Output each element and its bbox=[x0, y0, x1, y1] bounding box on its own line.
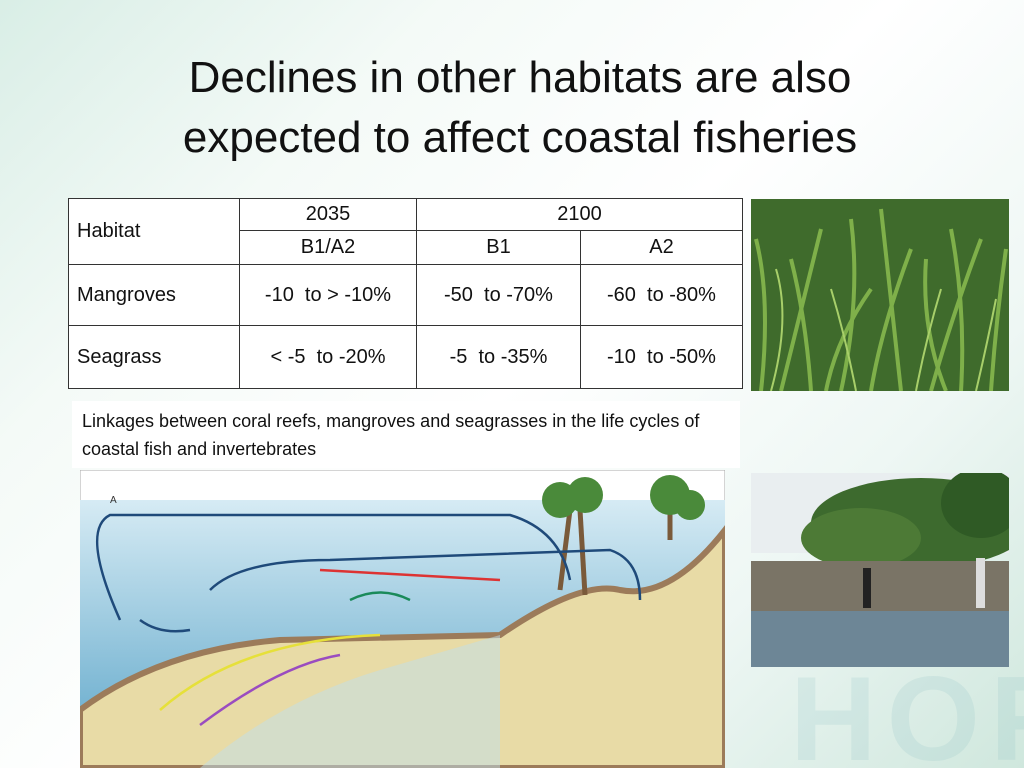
header-cell: B1/A2 bbox=[239, 230, 417, 265]
cell: -10 to -50% bbox=[580, 325, 743, 389]
header-cell: 2100 bbox=[416, 198, 743, 231]
cell: -5 to -35% bbox=[416, 325, 581, 389]
header-cell: Habitat bbox=[68, 198, 240, 265]
title-line: Declines in other habitats are also bbox=[188, 53, 852, 102]
title-line: expected to affect coastal fisheries bbox=[182, 113, 858, 162]
table-row: Seagrass < -5 to -20% -5 to -35% -10 to … bbox=[68, 325, 743, 389]
watermark: HOF bbox=[790, 652, 1024, 768]
cell: -60 to -80% bbox=[580, 264, 743, 326]
cell: -50 to -70% bbox=[416, 264, 581, 326]
header-cell: 2035 bbox=[239, 198, 417, 231]
table-row: Mangroves -10 to > -10% -50 to -70% -60 … bbox=[68, 264, 743, 326]
header-cell: A2 bbox=[580, 230, 743, 265]
caption: Linkages between coral reefs, mangroves … bbox=[72, 401, 740, 468]
header-cell: B1 bbox=[416, 230, 581, 265]
mangrove-photo bbox=[751, 473, 1009, 667]
cell: < -5 to -20% bbox=[239, 325, 417, 389]
habitat-table: Habitat 2035 2100 B1/A2 B1 A2 Mangroves … bbox=[68, 198, 743, 389]
row-label: Mangroves bbox=[68, 264, 240, 326]
life-cycle-diagram: A bbox=[80, 470, 725, 768]
header-row: Habitat 2035 2100 bbox=[68, 198, 743, 265]
diagram-label: A bbox=[110, 495, 117, 506]
header-row: B1/A2 B1 A2 bbox=[69, 230, 743, 265]
row-label: Seagrass bbox=[68, 325, 240, 389]
seagrass-photo bbox=[751, 199, 1009, 391]
slide-title: Declines in other habitats are also expec… bbox=[60, 48, 980, 168]
cell: -10 to > -10% bbox=[239, 264, 417, 326]
